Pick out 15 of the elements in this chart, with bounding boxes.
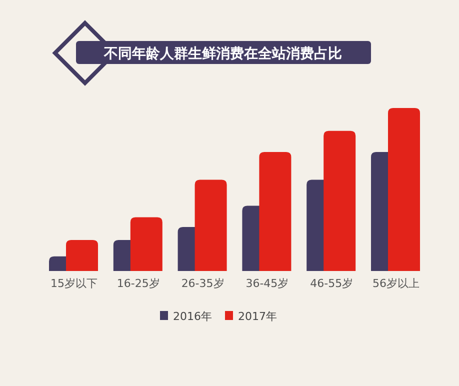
x-tick-label: 16-25岁 [116, 277, 160, 290]
bar [388, 108, 420, 271]
legend-label: 2016年 [173, 310, 212, 323]
x-tick-label: 15岁以下 [50, 277, 98, 290]
bar [194, 180, 227, 271]
x-tick-label: 56岁以上 [372, 277, 420, 290]
bar [130, 217, 162, 271]
x-tick-label: 36-45岁 [246, 277, 289, 290]
bar [66, 240, 98, 271]
bar [324, 130, 356, 271]
x-tick-label: 26-35岁 [181, 277, 224, 290]
chart-title: 不同年龄人群生鲜消费在全站消费占比 [103, 46, 342, 62]
x-tick-label: 46-55岁 [310, 277, 354, 290]
legend-label: 2017年 [238, 310, 277, 323]
bar [259, 152, 292, 271]
